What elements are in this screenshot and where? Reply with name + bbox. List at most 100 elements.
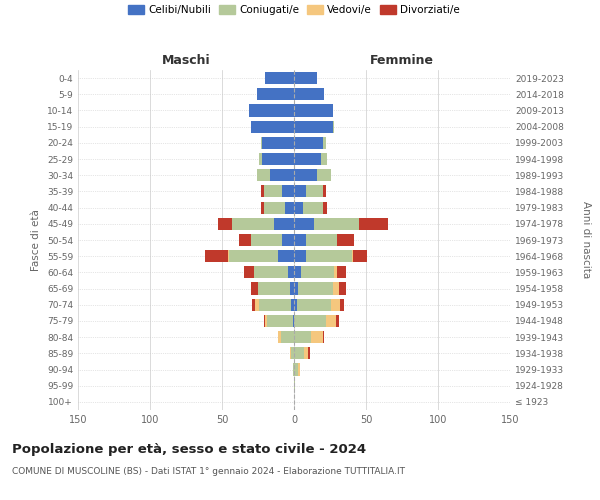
Bar [323,137,326,149]
Bar [298,282,333,294]
Bar [293,364,294,376]
Bar [294,331,311,343]
Y-axis label: Anni di nascita: Anni di nascita [581,202,591,278]
Bar [290,348,291,360]
Bar [278,331,281,343]
Bar [294,72,317,84]
Bar [258,282,290,294]
Bar [262,137,294,149]
Bar [294,282,298,294]
Bar [305,234,337,246]
Bar [294,218,314,230]
Bar [334,266,337,278]
Bar [251,120,294,132]
Bar [218,218,232,230]
Bar [228,250,229,262]
Bar [294,202,302,213]
Bar [305,186,323,198]
Bar [340,298,344,311]
Bar [331,298,340,311]
Bar [264,202,286,213]
Bar [265,315,266,327]
Bar [294,380,295,392]
Bar [302,202,323,213]
Bar [323,202,327,213]
Bar [262,153,294,165]
Legend: Celibi/Nubili, Coniugati/e, Vedovi/e, Divorziati/e: Celibi/Nubili, Coniugati/e, Vedovi/e, Di… [124,0,464,19]
Bar [294,88,324,101]
Bar [290,282,294,294]
Bar [269,169,294,181]
Bar [352,250,353,262]
Bar [326,315,336,327]
Text: Maschi: Maschi [161,54,211,68]
Bar [337,234,355,246]
Bar [294,137,323,149]
Bar [294,186,305,198]
Bar [297,298,331,311]
Bar [283,234,294,246]
Bar [294,153,322,165]
Bar [261,202,264,213]
Bar [294,364,298,376]
Bar [317,169,331,181]
Bar [359,218,388,230]
Bar [353,250,367,262]
Bar [281,331,294,343]
Bar [251,234,283,246]
Bar [338,282,346,294]
Bar [278,250,294,262]
Bar [298,364,300,376]
Bar [255,298,259,311]
Bar [259,298,291,311]
Bar [265,72,294,84]
Bar [261,137,262,149]
Bar [304,348,308,360]
Bar [294,169,317,181]
Bar [294,315,326,327]
Bar [291,348,294,360]
Bar [257,169,269,181]
Bar [257,88,294,101]
Bar [308,348,310,360]
Text: Popolazione per età, sesso e stato civile - 2024: Popolazione per età, sesso e stato civil… [12,442,366,456]
Bar [232,218,274,230]
Bar [244,266,254,278]
Bar [274,218,294,230]
Bar [286,202,294,213]
Y-axis label: Fasce di età: Fasce di età [31,209,41,271]
Bar [336,315,338,327]
Bar [323,186,326,198]
Bar [261,186,264,198]
Bar [259,153,262,165]
Bar [291,298,294,311]
Bar [305,250,352,262]
Bar [252,298,255,311]
Bar [205,250,228,262]
Bar [239,234,251,246]
Bar [251,282,258,294]
Bar [294,348,304,360]
Text: Femmine: Femmine [370,54,434,68]
Bar [314,218,359,230]
Bar [250,104,294,117]
Bar [322,153,327,165]
Bar [294,250,305,262]
Bar [264,315,265,327]
Bar [337,266,346,278]
Bar [294,266,301,278]
Bar [288,266,294,278]
Bar [293,315,294,327]
Bar [254,266,288,278]
Bar [294,298,297,311]
Bar [294,120,333,132]
Bar [294,104,333,117]
Bar [333,282,338,294]
Text: COMUNE DI MUSCOLINE (BS) - Dati ISTAT 1° gennaio 2024 - Elaborazione TUTTITALIA.: COMUNE DI MUSCOLINE (BS) - Dati ISTAT 1°… [12,468,405,476]
Bar [333,120,334,132]
Bar [311,331,323,343]
Bar [301,266,334,278]
Bar [264,186,283,198]
Bar [294,234,305,246]
Bar [323,331,324,343]
